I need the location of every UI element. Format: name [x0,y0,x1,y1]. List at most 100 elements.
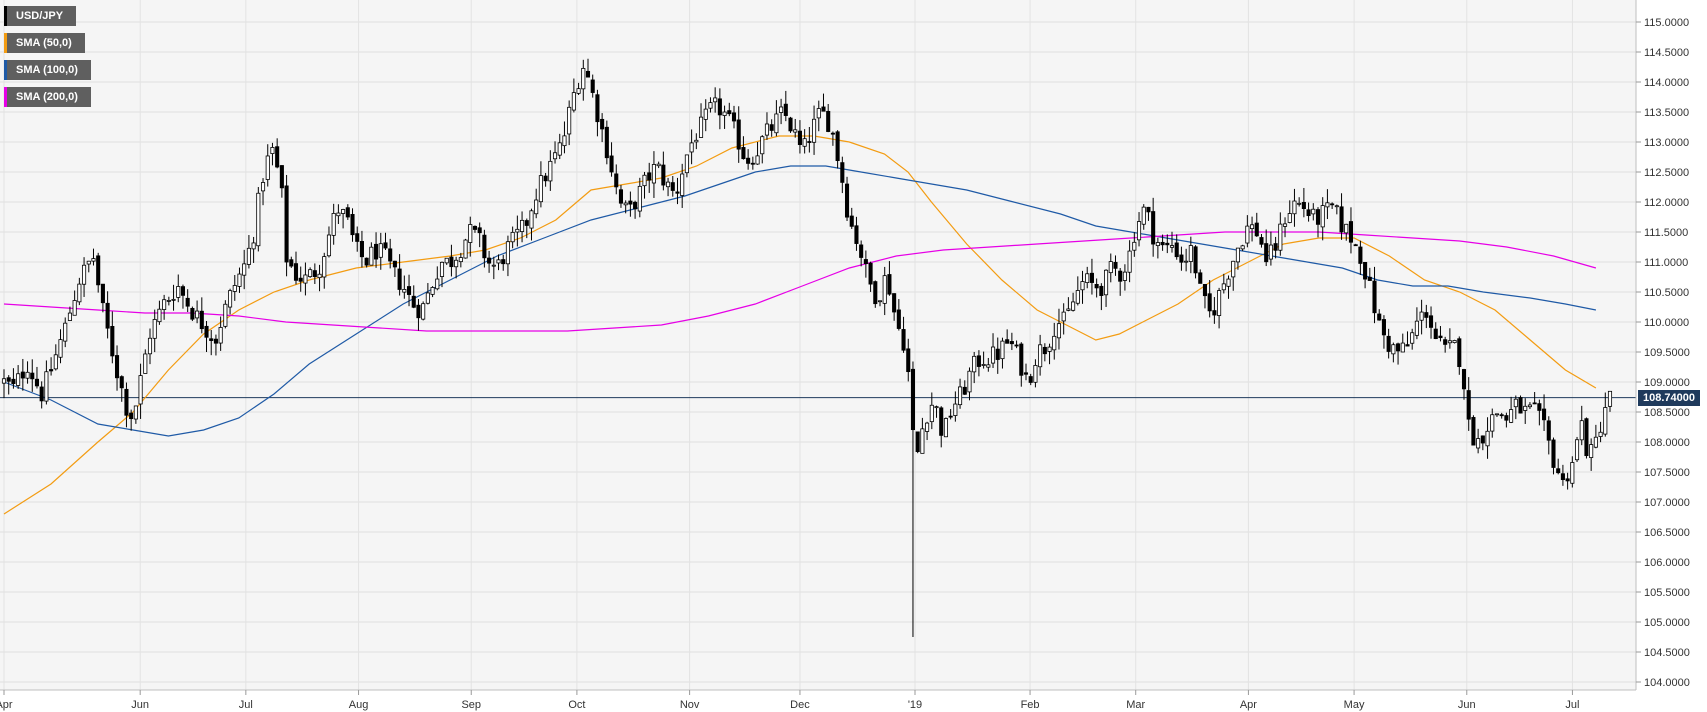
candle-body [680,173,685,196]
candle-body [228,290,233,308]
candle-body [1396,343,1401,352]
candle-body [1014,344,1019,347]
candle-body [1400,342,1405,353]
y-tick-label: 104.5000 [1644,647,1690,659]
candle-body [571,92,576,111]
candle-body [1532,402,1537,405]
candle-body [802,138,807,147]
legend-item-sma-100[interactable]: SMA (100,0) [4,60,91,80]
x-tick-label: Sep [461,699,481,711]
candle-body [185,297,190,307]
candle-body [491,264,496,267]
candle-body [976,355,981,367]
legend-label: USD/JPY [16,10,64,22]
candle-body [1221,283,1226,291]
candle-body [684,154,689,174]
candle-body [694,139,699,143]
y-tick-label: 111.0000 [1644,257,1688,269]
x-tick-label: Jul [239,699,253,711]
candle-body [764,123,770,136]
candle-body [1268,244,1273,260]
candle-body [1527,404,1532,408]
candle-body [162,299,167,310]
candle-body [1471,417,1476,446]
candle-body [20,371,25,379]
legend-item-sma-50[interactable]: SMA (50,0) [4,33,85,53]
candle-body [595,94,600,123]
candle-body [953,403,958,416]
candle-body [1452,340,1457,344]
candle-body [303,274,308,284]
candle-body [698,116,704,138]
candle-body [1348,221,1354,243]
candle-body [374,243,379,260]
candle-body [614,173,619,188]
candle-body [1193,246,1198,274]
x-axis: Apr Jun Jul Aug Sep Oct Nov Dec '19 Feb Mar Apr May J… [0,689,1636,711]
candle-body [421,303,426,320]
legend-item-usdjpy[interactable]: USD/JPY [4,6,77,26]
candle-body [552,152,558,160]
candle-body [1325,202,1330,208]
candle-body [1207,293,1212,312]
candle-body [411,295,416,308]
candle-body [581,67,586,90]
candle-body [1546,420,1551,441]
y-tick-label: 112.5000 [1644,167,1689,179]
candle-body [1424,312,1429,318]
candle-body [388,248,393,262]
candle-body [317,273,322,279]
candle-body [873,281,878,305]
candle-body [821,106,826,112]
candle-body [736,119,741,150]
y-tick-label: 114.0000 [1644,77,1689,89]
candle-body [1367,276,1372,281]
candle-body [1504,415,1509,421]
candle-body [1607,390,1613,407]
candle-body [656,163,661,167]
candle-body [1391,344,1396,355]
candle-body [1240,245,1245,250]
candle-body [548,160,553,182]
candle-body [1184,260,1189,263]
candle-body [666,181,671,188]
candle-body [1160,241,1165,246]
candle-body [223,303,228,327]
y-tick-label: 115.0000 [1644,17,1689,29]
candle-body [91,258,96,262]
candle-body [1174,242,1179,258]
candle-body [731,112,737,122]
candle-body [633,201,638,210]
candle-body [760,136,765,155]
candle-body [25,371,30,379]
legend-swatch [4,33,7,53]
candle-body [260,182,266,192]
candle-body [1052,335,1057,351]
y-tick-label: 114.5000 [1644,47,1689,59]
candle-body [430,287,435,295]
candle-body [119,376,124,389]
candle-body [1075,290,1080,304]
candle-body [1447,340,1452,344]
candle-body [943,418,948,438]
candle-body [1292,200,1297,215]
candle-body [1212,310,1217,316]
candle-body [1104,269,1109,296]
candle-body [722,111,727,116]
candle-body [543,175,548,182]
candle-body [425,292,430,304]
candle-body [741,147,746,160]
candle-body [797,130,802,145]
candle-body [1598,431,1603,437]
legend: USD/JPY SMA (50,0) SMA (100,0) SMA (200,… [4,6,91,114]
x-tick-label: Jun [131,699,149,711]
candle-body [562,135,567,147]
candle-body [788,117,793,132]
candle-body [1556,468,1561,474]
candle-body [1038,344,1043,368]
legend-item-sma-200[interactable]: SMA (200,0) [4,87,91,107]
x-tick-label: May [1344,699,1365,711]
price-candles [1,58,1613,637]
candle-body [844,183,850,218]
